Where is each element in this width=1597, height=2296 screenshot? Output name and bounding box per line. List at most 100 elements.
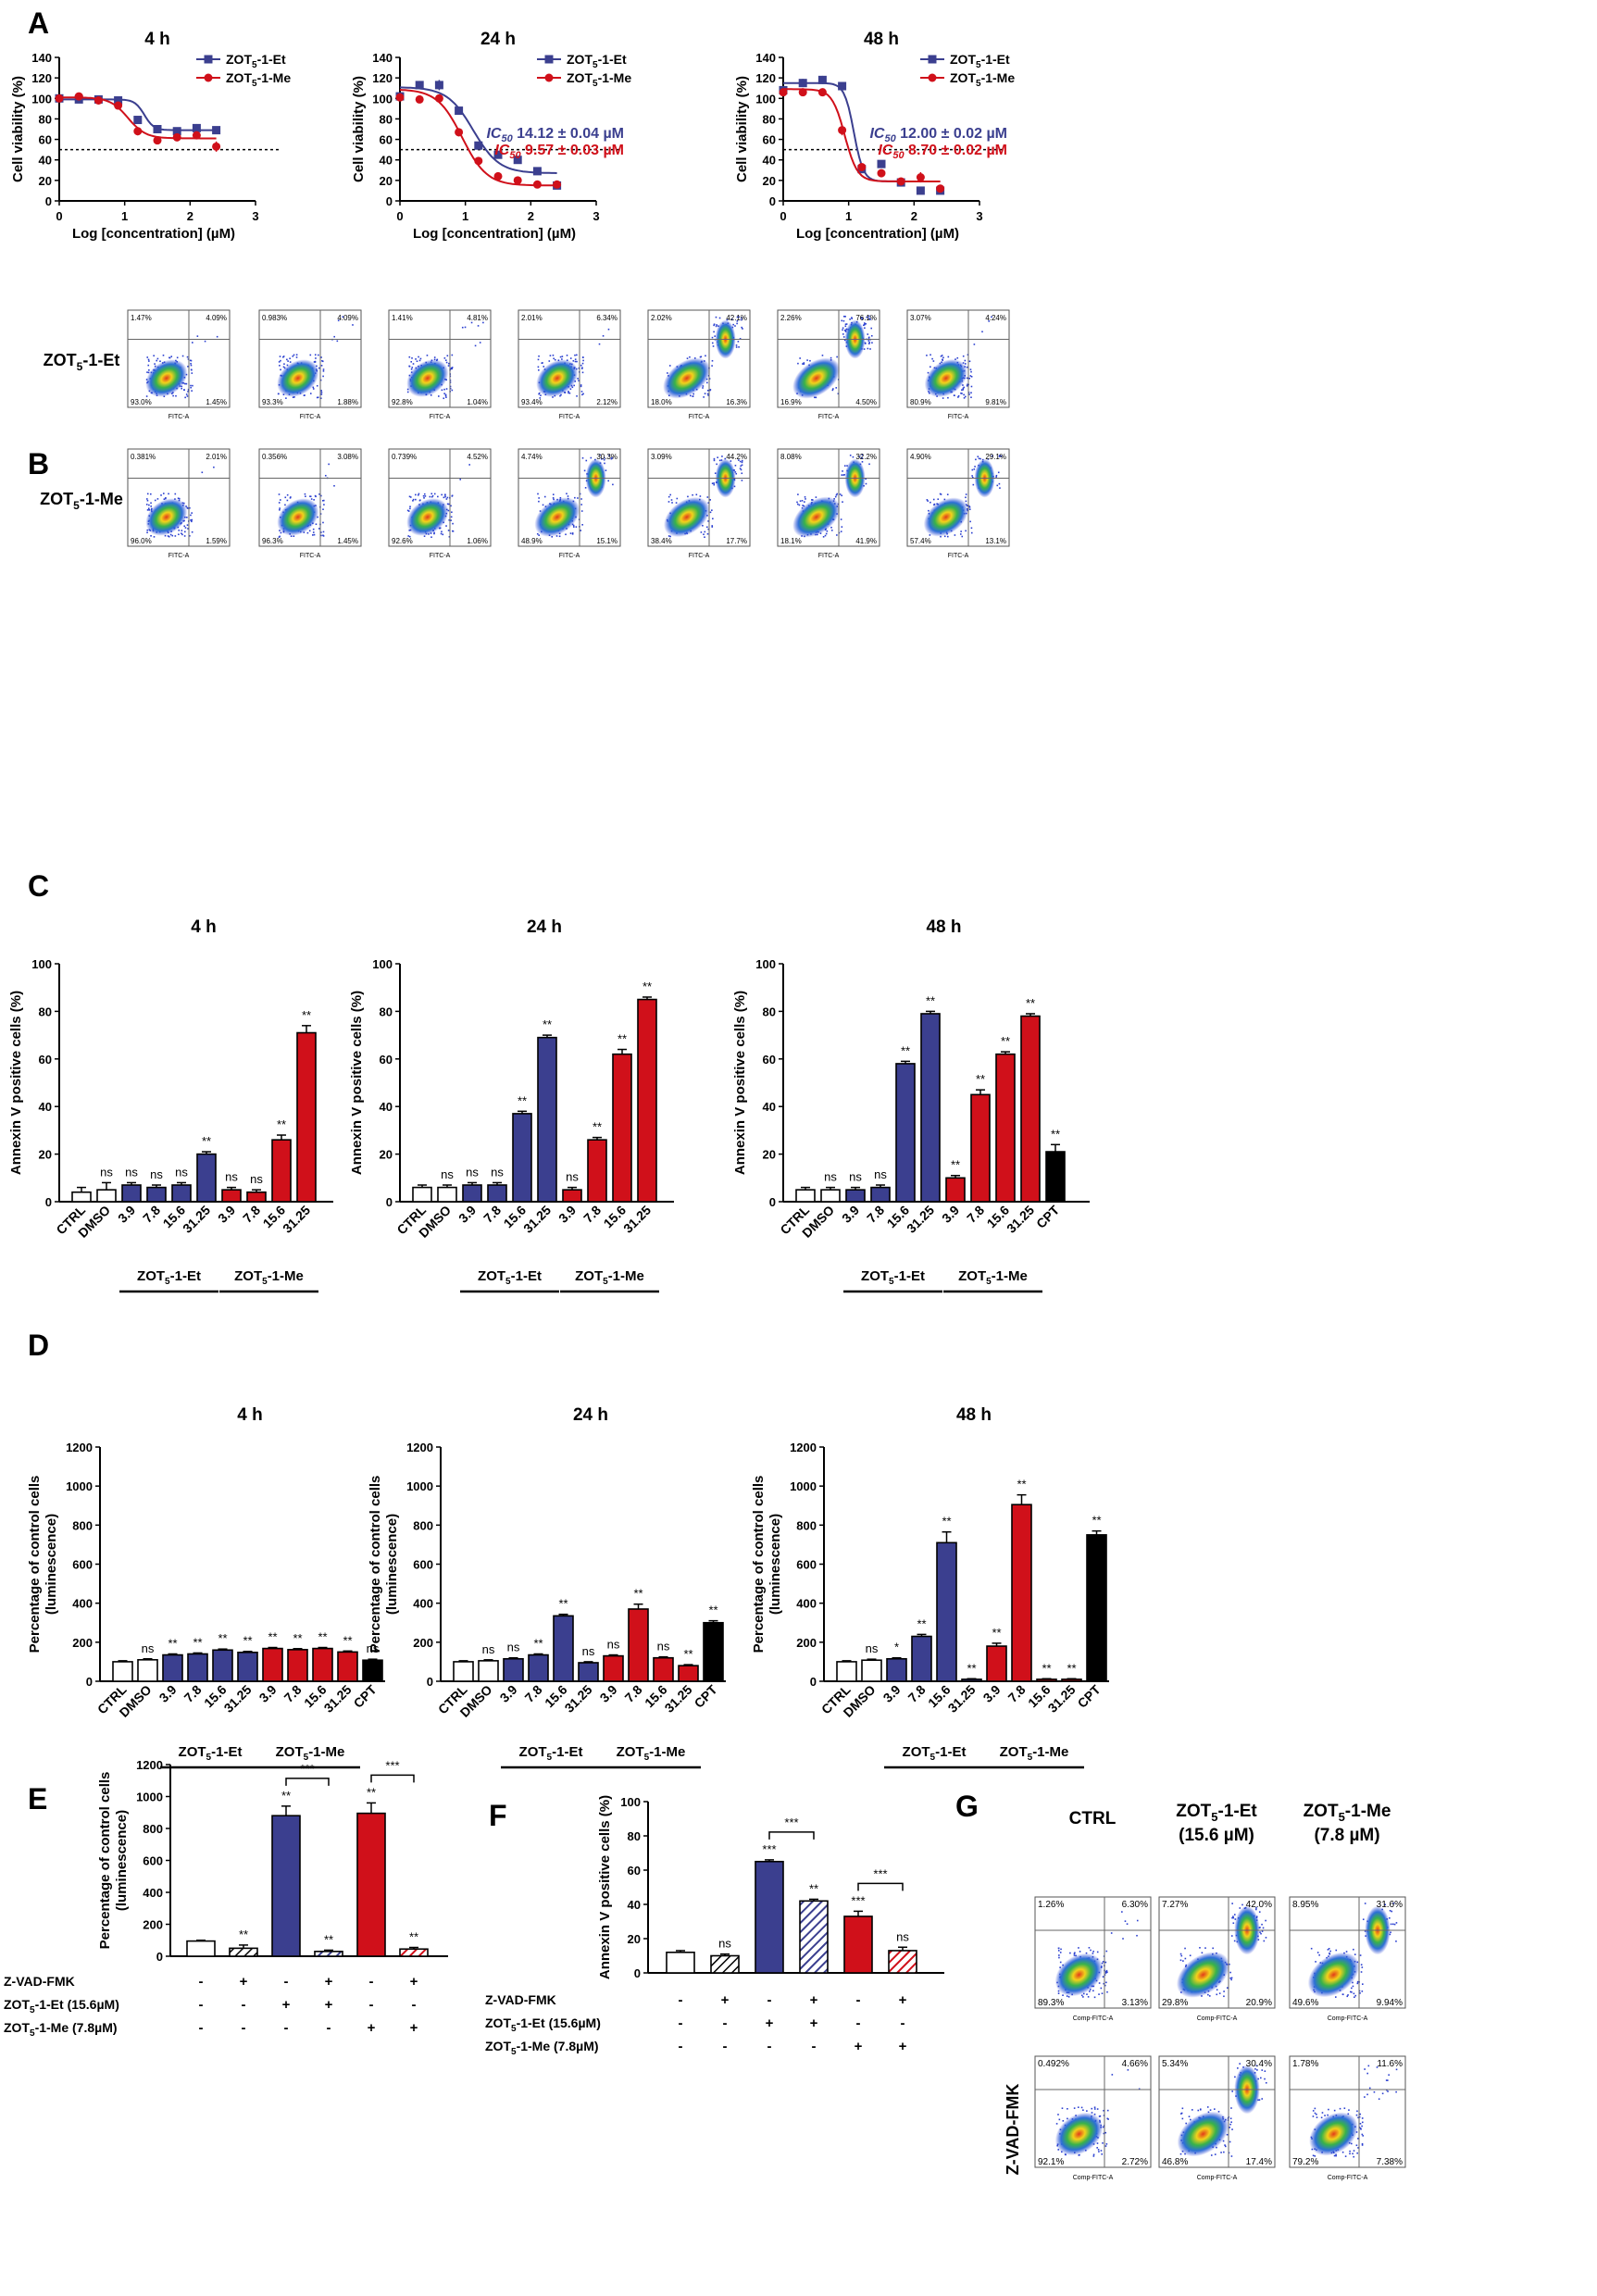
y-tick-label: 400 (72, 1597, 93, 1611)
y-axis-label: Annexin V positive cells (%) (8, 991, 24, 1175)
legend-label: ZOT5-1-Me (226, 70, 291, 89)
event-dot (430, 394, 432, 396)
event-dot (1096, 1951, 1099, 1953)
event-dot (687, 495, 689, 498)
flow-g-column-label-suffix: -1-Et (1218, 1802, 1258, 1821)
event-dot (1093, 2108, 1096, 2110)
event-dot (707, 520, 709, 522)
event-dot (278, 361, 281, 363)
event-dot (937, 498, 940, 501)
condition-label-prefix: ZOT (485, 2015, 511, 2030)
data-point (133, 116, 143, 125)
event-dot (811, 499, 813, 501)
event-dot (444, 495, 446, 498)
y-tick-label: 0 (45, 194, 52, 208)
quadrant-q3: 1.45% (337, 537, 358, 545)
event-dot (1105, 1950, 1108, 1953)
significance-label: ** (917, 1616, 926, 1630)
quadrant-q4: 96.3% (262, 537, 283, 545)
y-tick-label: 60 (380, 133, 393, 147)
event-dot (711, 342, 714, 344)
flow-plot-b: 0.356% 3.08%96.3% 1.45%FITC-A (258, 448, 362, 559)
event-dot (973, 468, 976, 470)
event-dot (1101, 2152, 1104, 2155)
event-dot (204, 340, 206, 343)
event-dot (1328, 1947, 1330, 1950)
category-label: 7.8 (140, 1203, 163, 1226)
event-dot (318, 354, 319, 356)
event-dot (714, 472, 717, 474)
event-dot (1388, 2074, 1390, 2077)
condition-sign: + (855, 2039, 863, 2054)
event-dot (464, 326, 467, 329)
event-dot (560, 393, 562, 396)
quadrant-q4: 79.2% (1292, 2157, 1318, 2167)
event-dot (580, 364, 582, 367)
data-point (212, 126, 221, 135)
flow-x-axis-label: FITC-A (689, 553, 710, 559)
event-dot (1189, 2118, 1192, 2121)
bar (186, 1940, 216, 1957)
category-label: 3.9 (455, 1203, 479, 1226)
event-dot (443, 393, 445, 394)
group-label-suffix: -1-Et (170, 1268, 201, 1284)
event-dot (1199, 1947, 1201, 1949)
event-dot (174, 535, 177, 537)
event-dot (667, 495, 670, 498)
significance-label: ** (683, 1647, 692, 1661)
quadrant-q1: 0.492% (1038, 2059, 1069, 2069)
event-dot (154, 499, 156, 502)
event-dot (962, 387, 965, 390)
data-point (474, 141, 483, 150)
plot-frame (1034, 1896, 1152, 2009)
event-dot (316, 396, 318, 399)
bar (986, 1645, 1007, 1682)
y-axis-label: Percentage of control cells (27, 1476, 43, 1653)
event-dot (1333, 2154, 1336, 2157)
event-dot (707, 502, 710, 504)
event-dot (282, 366, 285, 368)
data-point (212, 142, 221, 151)
event-dot (742, 328, 743, 330)
y-tick-label: 40 (380, 1100, 393, 1114)
data-point (455, 128, 464, 137)
quadrant-q3: 1.88% (337, 398, 358, 406)
event-dot (286, 493, 289, 496)
event-dot (571, 386, 574, 389)
condition-sign: - (723, 2039, 728, 2054)
event-dot (1315, 1961, 1316, 1963)
event-dot (709, 511, 712, 514)
group-label: ZOT5-1-Me (617, 1744, 686, 1763)
event-dot (1352, 2152, 1354, 2155)
data-point (798, 79, 807, 88)
significance-label: ** (343, 1633, 352, 1647)
event-dot (711, 365, 713, 367)
legend-label: ZOT5-1-Me (567, 70, 631, 89)
condition-label-prefix: ZOT (4, 2020, 30, 2035)
bracket-label: *** (300, 1762, 314, 1776)
event-dot (186, 524, 189, 526)
category-label: 3.9 (497, 1682, 520, 1705)
event-dot (711, 525, 714, 527)
chart-title: 24 h (480, 30, 516, 49)
event-dot (970, 370, 972, 373)
event-dot (667, 372, 668, 374)
event-dot (1082, 1996, 1084, 1998)
event-dot (851, 317, 853, 318)
event-dot (1088, 1947, 1091, 1949)
event-dot (573, 384, 575, 387)
x-tick-label: 0 (396, 209, 403, 223)
panel-label-d: D (28, 1329, 49, 1362)
event-dot (581, 362, 584, 365)
event-dot (1209, 2109, 1212, 2111)
event-dot (970, 527, 973, 530)
event-dot (830, 526, 832, 529)
event-dot (541, 362, 543, 365)
event-dot (695, 493, 698, 496)
event-dot (713, 323, 716, 326)
bar (703, 1621, 724, 1682)
event-dot (1223, 1995, 1225, 1998)
event-dot (1314, 2112, 1316, 2115)
